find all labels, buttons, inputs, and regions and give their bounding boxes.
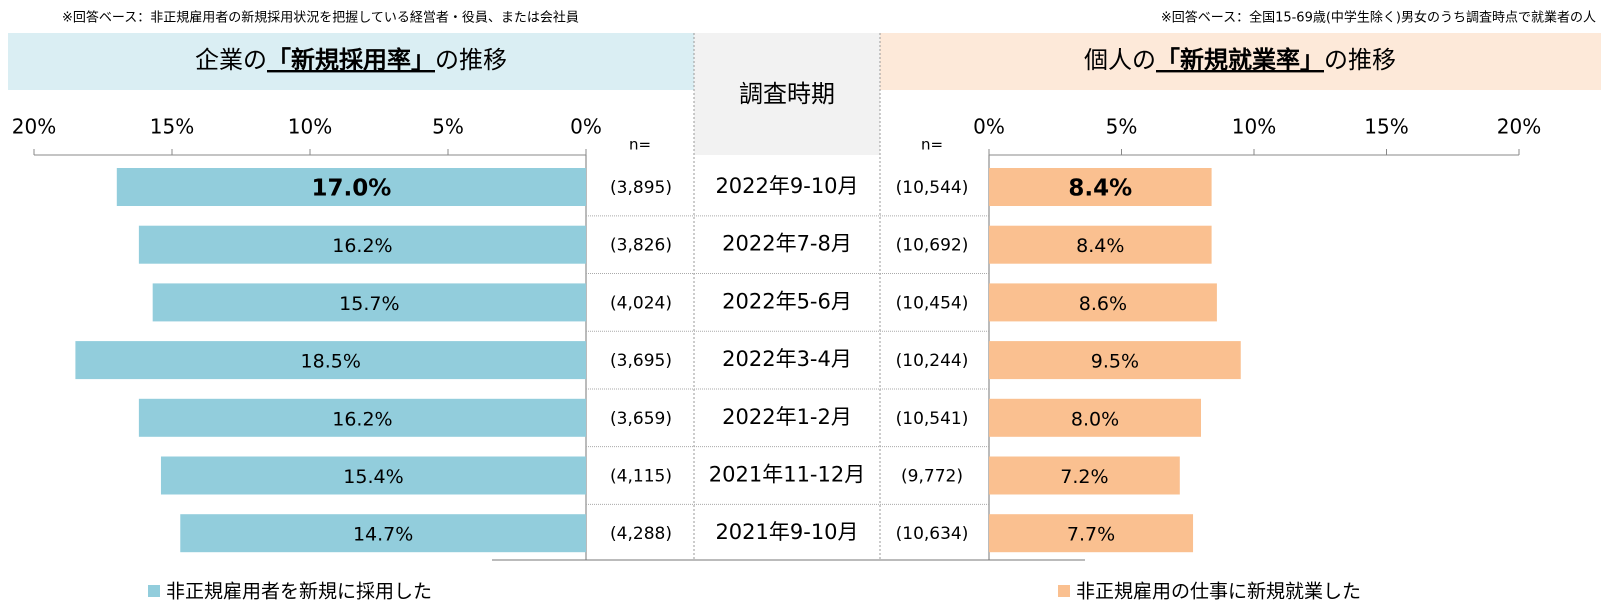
- n-value: (3,826): [610, 236, 672, 256]
- value-label: 15.4%: [343, 466, 403, 488]
- bar: [989, 398, 1201, 437]
- n-value: (3,895): [610, 178, 672, 198]
- n-value: (10,634): [896, 524, 969, 544]
- value-label: 8.0%: [1071, 408, 1119, 430]
- legend-label: 非正規雇用の仕事に新規就業した: [1076, 581, 1361, 603]
- n-value: (10,692): [896, 236, 969, 256]
- x-tick-label: 15%: [150, 115, 194, 139]
- n-value: (9,772): [901, 467, 963, 487]
- bar: [989, 225, 1212, 264]
- value-label: 7.7%: [1067, 524, 1115, 546]
- value-label: 16.2%: [332, 235, 392, 257]
- title-part: 「新規就業率」: [1156, 46, 1324, 74]
- title-part: の推移: [435, 46, 507, 74]
- period: 2022年1-2月: [722, 405, 852, 429]
- x-tick-label: 20%: [1497, 115, 1541, 139]
- value-label: 16.2%: [332, 408, 392, 430]
- bar: [989, 168, 1212, 206]
- n-value: (10,544): [896, 178, 969, 198]
- value-label: 9.5%: [1091, 351, 1139, 373]
- bar: [138, 225, 586, 264]
- title-part: 個人の: [1084, 46, 1156, 74]
- n-value: (3,695): [610, 351, 672, 371]
- bar: [989, 341, 1241, 380]
- x-tick-label: 10%: [1232, 115, 1276, 139]
- n-value: (3,659): [610, 409, 672, 429]
- legend-swatch: [148, 585, 160, 597]
- n-value: (10,454): [896, 293, 969, 313]
- period: 2022年3-4月: [722, 347, 852, 371]
- n-value: (4,115): [610, 467, 672, 487]
- right-note: ※回答ベース：全国15-69歳(中学生除く)男女のうち調査時点で就業者の人: [1161, 10, 1596, 26]
- bar: [138, 398, 586, 437]
- left-header: [8, 33, 694, 90]
- value-label: 15.7%: [339, 293, 399, 315]
- left-note: ※回答ベース：非正規雇用者の新規採用状況を把握している経営者・役員、または会社員: [62, 10, 579, 26]
- value-label: 7.2%: [1060, 466, 1108, 488]
- panel-title: 企業の「新規採用率」の推移: [195, 46, 507, 74]
- center-header-bg: [694, 33, 880, 155]
- bar: [116, 168, 587, 206]
- x-tick-label: 10%: [288, 115, 332, 139]
- title-part: 「新規採用率」: [267, 46, 435, 74]
- bar: [989, 283, 1217, 322]
- n-label: n=: [629, 136, 651, 154]
- legend-label: 非正規雇用者を新規に採用した: [166, 581, 432, 603]
- x-tick-label: 5%: [432, 115, 464, 139]
- legend-swatch: [1058, 585, 1070, 597]
- n-label: n=: [921, 136, 943, 154]
- value-label: 14.7%: [353, 524, 413, 546]
- period: 2022年9-10月: [715, 174, 858, 198]
- period: 2021年9-10月: [715, 520, 858, 544]
- x-tick-label: 15%: [1364, 115, 1408, 139]
- n-value: (4,288): [610, 524, 672, 544]
- title-part: 企業の: [195, 46, 267, 74]
- n-value: (10,541): [896, 409, 969, 429]
- right-header: [880, 33, 1601, 90]
- bar: [152, 283, 586, 322]
- value-label: 8.6%: [1079, 293, 1127, 315]
- bar: [75, 341, 587, 380]
- bar: [180, 514, 586, 553]
- period: 2022年5-6月: [722, 289, 852, 313]
- n-value: (10,244): [896, 351, 969, 371]
- n-value: (4,024): [610, 293, 672, 313]
- value-label: 17.0%: [312, 176, 392, 202]
- period: 2021年11-12月: [709, 463, 865, 487]
- bar: [160, 456, 586, 495]
- panel-title: 個人の「新規就業率」の推移: [1084, 46, 1396, 74]
- bar: [989, 456, 1180, 495]
- x-tick-label: 5%: [1106, 115, 1138, 139]
- title-part: の推移: [1324, 46, 1396, 74]
- value-label: 18.5%: [301, 351, 361, 373]
- x-tick-label: 0%: [973, 115, 1005, 139]
- center-header: 調査時期: [739, 80, 835, 108]
- value-label: 8.4%: [1068, 176, 1132, 202]
- x-tick-label: 20%: [12, 115, 56, 139]
- period: 2022年7-8月: [722, 232, 852, 256]
- x-tick-label: 0%: [570, 115, 602, 139]
- value-label: 8.4%: [1076, 235, 1124, 257]
- bar: [989, 514, 1194, 553]
